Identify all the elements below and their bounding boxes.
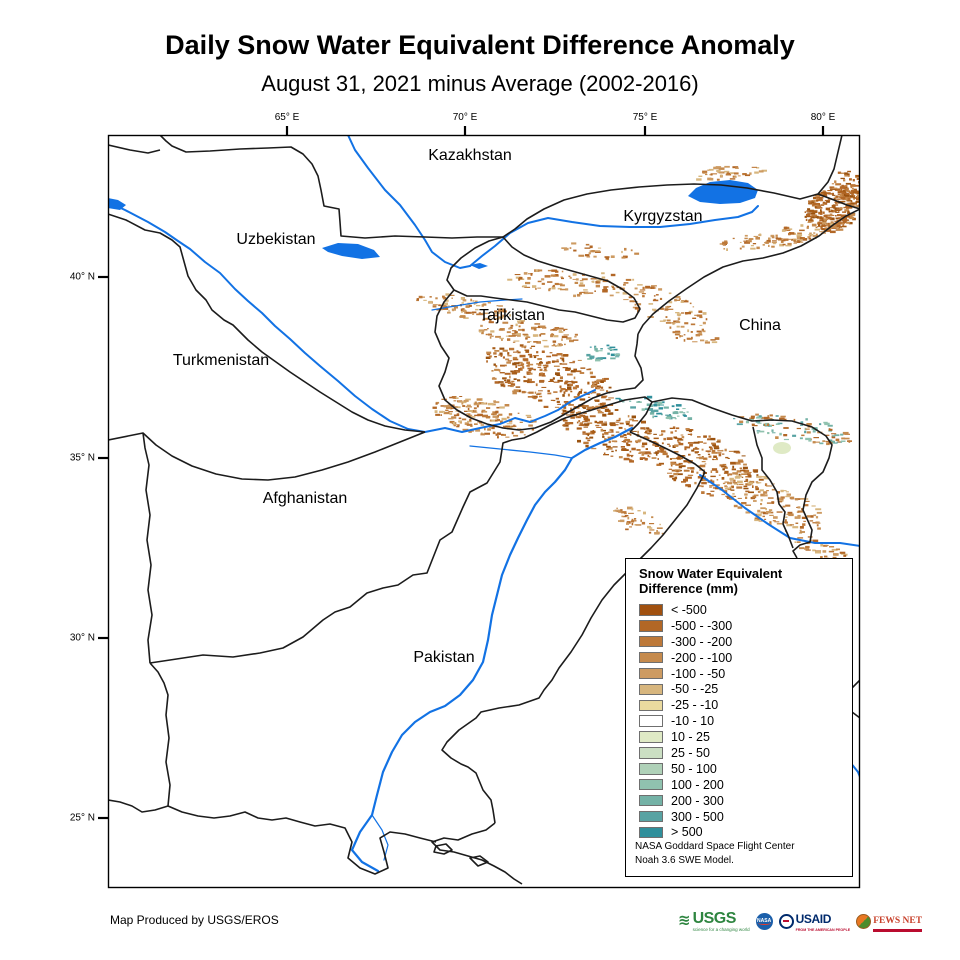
rivers-layer	[108, 135, 860, 873]
legend-item: 300 - 500	[639, 809, 852, 825]
legend-item: 50 - 100	[639, 761, 852, 777]
legend-swatch	[639, 747, 663, 759]
legend-item: 200 - 300	[639, 793, 852, 809]
legend-item-label: -200 - -100	[671, 650, 733, 665]
legend-item: -100 - -50	[639, 666, 852, 682]
legend-item: -25 - -10	[639, 697, 852, 713]
legend-item-label: -500 - -300	[671, 618, 733, 633]
legend-swatch	[639, 731, 663, 743]
legend-swatch	[639, 778, 663, 791]
legend-swatch	[639, 794, 663, 807]
map-frame	[107, 134, 861, 889]
country-label-tajikistan: Tajikistan	[479, 307, 545, 324]
legend-item: 10 - 25	[639, 729, 852, 745]
country-label-uzbekistan: Uzbekistan	[236, 231, 316, 248]
legend-item-label: 25 - 50	[671, 745, 710, 760]
legend-footer: NASA Goddard Space Flight Center Noah 3.…	[635, 841, 795, 866]
latitude-tick-label: 40° N	[69, 271, 95, 283]
latitude-tick-label: 25° N	[69, 812, 95, 824]
legend-title: Snow Water Equivalent Difference (mm)	[639, 566, 783, 596]
usgs-logo: ≋ USGS science for a changing world	[678, 910, 750, 932]
legend-item: -10 - 10	[639, 713, 852, 729]
legend-item: -50 - -25	[639, 681, 852, 697]
legend-item-label: -300 - -200	[671, 634, 733, 649]
legend-swatch	[639, 826, 663, 839]
legend-item-label: < -500	[671, 602, 707, 617]
usaid-emblem-icon	[778, 913, 794, 929]
partner-logos: ≋ USGS science for a changing world NASA…	[678, 906, 923, 936]
legend-item-label: 10 - 25	[671, 730, 710, 745]
legend-item: > 500	[639, 824, 852, 840]
fews-net-logo: FEWS NET	[856, 910, 923, 933]
country-label-kyrgyzstan: Kyrgyzstan	[623, 208, 703, 225]
latitude-tick-label: 35° N	[69, 452, 95, 464]
usgs-wave-icon: ≋	[678, 912, 691, 929]
axis-ticks	[98, 126, 825, 820]
legend-item-label: > 500	[671, 825, 703, 840]
legend-swatch	[639, 620, 663, 632]
map-credit: Map Produced by USGS/EROS	[110, 913, 279, 927]
country-label-afghanistan: Afghanistan	[262, 490, 348, 507]
legend-swatch	[639, 651, 663, 664]
country-label-china: China	[739, 317, 781, 334]
fews-globe-icon	[856, 913, 872, 929]
longitude-tick-label: 70° E	[452, 112, 478, 123]
legend-item: 25 - 50	[639, 745, 852, 761]
legend-item-label: 200 - 300	[671, 793, 724, 808]
fews-tagline-strip	[873, 928, 923, 933]
legend-item-label: 300 - 500	[671, 809, 724, 824]
legend-swatch	[639, 715, 663, 727]
snow-anomaly-speckles	[416, 165, 860, 561]
country-label-pakistan: Pakistan	[413, 649, 475, 666]
legend-items: < -500 -500 - -300 -300 - -200 -200 - -100-…	[639, 602, 852, 840]
legend-swatch	[639, 699, 663, 712]
legend-swatch	[639, 683, 663, 696]
usaid-logo: USAID FROM THE AMERICAN PEOPLE	[778, 910, 850, 932]
legend-swatch	[639, 810, 663, 823]
longitude-tick-label: 80° E	[810, 112, 836, 123]
legend-item-label: -10 - 10	[671, 714, 715, 729]
legend-item: -200 - -100	[639, 650, 852, 666]
country-borders-layer	[108, 135, 860, 885]
nasa-logo: NASA	[755, 912, 773, 930]
legend-item: -300 - -200	[639, 634, 852, 650]
legend-swatch	[639, 604, 663, 616]
legend-box: Snow Water Equivalent Difference (mm) < …	[625, 558, 853, 877]
longitude-tick-label: 65° E	[274, 112, 300, 123]
legend-item-label: -50 - -25	[671, 682, 719, 697]
legend-item: 100 - 200	[639, 777, 852, 793]
legend-swatch	[639, 667, 663, 680]
legend-item-label: -25 - -10	[671, 698, 719, 713]
legend-swatch	[639, 763, 663, 775]
latitude-tick-label: 30° N	[69, 632, 95, 644]
lakes-layer	[108, 180, 758, 269]
page-title: Daily Snow Water Equivalent Difference A…	[165, 30, 795, 60]
page-subtitle: August 31, 2021 minus Average (2002-2016…	[261, 71, 699, 96]
longitude-tick-label: 75° E	[632, 112, 658, 123]
country-label-turkmenistan: Turkmenistan	[172, 352, 270, 369]
country-label-kazakhstan: Kazakhstan	[428, 147, 512, 164]
legend-item: < -500	[639, 602, 852, 618]
legend-swatch	[639, 635, 663, 648]
legend-item: -500 - -300	[639, 618, 852, 634]
nasa-meatball-icon: NASA	[755, 912, 773, 930]
legend-item-label: -100 - -50	[671, 666, 726, 681]
legend-item-label: 50 - 100	[671, 761, 717, 776]
legend-item-label: 100 - 200	[671, 777, 724, 792]
